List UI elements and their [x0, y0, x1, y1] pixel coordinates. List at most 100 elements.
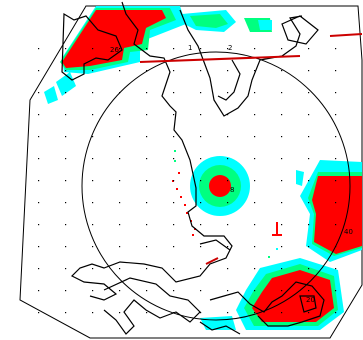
- precip-region-east: [296, 160, 362, 262]
- grid-dot: [254, 136, 256, 138]
- grid-dot: [173, 246, 175, 248]
- grid-dot: [119, 158, 121, 160]
- grid-dot: [281, 268, 283, 270]
- grid-dot: [65, 224, 67, 226]
- grid-dot: [65, 48, 67, 50]
- grid-dot: [65, 158, 67, 160]
- grid-dot: [65, 202, 67, 204]
- label-40: 40: [344, 228, 353, 236]
- grid-dot: [335, 312, 337, 314]
- grid-dot: [65, 114, 67, 116]
- grid-dot: [173, 202, 175, 204]
- grid-dot: [119, 312, 121, 314]
- grid-dot: [200, 202, 202, 204]
- label-20: 20: [306, 296, 315, 304]
- grid-dot: [173, 136, 175, 138]
- grid-dot: [65, 290, 67, 292]
- grid-dot: [119, 48, 121, 50]
- grid-dot: [308, 92, 310, 94]
- grid-dot: [308, 48, 310, 50]
- grid-dot: [65, 180, 67, 182]
- grid-dot: [65, 136, 67, 138]
- grid-dot: [146, 202, 148, 204]
- grid-dot: [38, 48, 40, 50]
- grid-dot: [227, 246, 229, 248]
- grid-dot: [281, 48, 283, 50]
- precip-region-north: [182, 10, 272, 32]
- grid-dot: [92, 114, 94, 116]
- grid-dot: [254, 48, 256, 50]
- grid-dot: [173, 268, 175, 270]
- grid-dot: [38, 158, 40, 160]
- grid-dot: [119, 70, 121, 72]
- grid-dot: [92, 158, 94, 160]
- grid-dot: [173, 48, 175, 50]
- grid-dot: [254, 224, 256, 226]
- storm-cell-center: [190, 156, 250, 216]
- grid-dot: [65, 70, 67, 72]
- grid-dot: [335, 158, 337, 160]
- grid-dot: [38, 70, 40, 72]
- grid-dot: [119, 180, 121, 182]
- grid-dot: [227, 158, 229, 160]
- grid-dot: [119, 224, 121, 226]
- grid-dot: [227, 224, 229, 226]
- grid-dot: [173, 290, 175, 292]
- grid-dot: [227, 312, 229, 314]
- grid-dot: [227, 268, 229, 270]
- grid-dot: [254, 246, 256, 248]
- grid-dot: [281, 224, 283, 226]
- grid-dot: [146, 114, 148, 116]
- front-lines: [139, 33, 363, 265]
- grid-dot: [308, 136, 310, 138]
- grid-dot: [173, 224, 175, 226]
- grid-dot: [227, 136, 229, 138]
- grid-dot: [227, 180, 229, 182]
- label-2: 2: [228, 44, 232, 52]
- grid-dot: [227, 202, 229, 204]
- grid-dot: [335, 136, 337, 138]
- grid-dot: [335, 70, 337, 72]
- grid-dot: [173, 92, 175, 94]
- grid-dot: [254, 290, 256, 292]
- grid-dot: [308, 202, 310, 204]
- grid-dot: [146, 268, 148, 270]
- grid-dot: [92, 136, 94, 138]
- label-26: 26: [110, 46, 119, 54]
- grid-dot: [281, 290, 283, 292]
- grid-dot: [281, 92, 283, 94]
- grid-dot: [281, 312, 283, 314]
- grid-dot: [146, 246, 148, 248]
- grid-dot: [254, 70, 256, 72]
- grid-dot: [65, 246, 67, 248]
- grid-dot: [38, 114, 40, 116]
- grid-dot: [173, 180, 175, 182]
- grid-dot: [119, 268, 121, 270]
- grid-dot: [146, 136, 148, 138]
- grid-dot: [92, 202, 94, 204]
- grid-dot: [227, 92, 229, 94]
- grid-dot: [173, 158, 175, 160]
- grid-dot: [335, 114, 337, 116]
- grid-dot: [38, 312, 40, 314]
- grid-dot: [92, 48, 94, 50]
- grid-dot: [227, 48, 229, 50]
- station-labels: 26 1 2 8 40 20: [110, 44, 353, 304]
- grid-dot: [146, 180, 148, 182]
- grid-dot: [200, 92, 202, 94]
- grid-dot: [146, 48, 148, 50]
- grid-dot: [281, 70, 283, 72]
- grid-dot: [200, 246, 202, 248]
- grid-dot: [92, 70, 94, 72]
- grid-dot: [308, 70, 310, 72]
- grid-dot: [308, 180, 310, 182]
- grid-dot: [146, 92, 148, 94]
- grid-dot: [92, 246, 94, 248]
- grid-dot: [146, 158, 148, 160]
- grid-dot: [227, 70, 229, 72]
- grid-dot: [65, 268, 67, 270]
- grid-dot: [92, 290, 94, 292]
- grid-dot: [308, 158, 310, 160]
- grid-dot: [65, 92, 67, 94]
